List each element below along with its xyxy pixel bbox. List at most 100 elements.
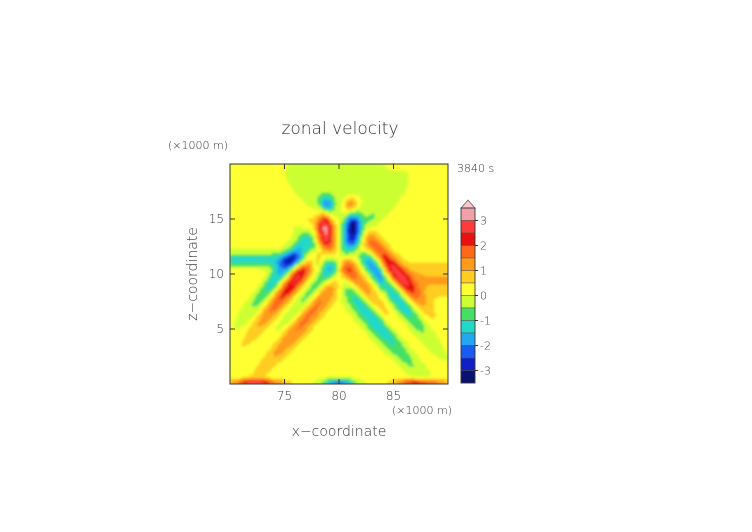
field-cell xyxy=(237,210,241,213)
field-cell xyxy=(289,364,293,367)
field-cell xyxy=(251,226,255,229)
field-cell xyxy=(251,296,255,299)
field-cell xyxy=(285,228,289,231)
field-cell xyxy=(233,374,237,377)
field-cell xyxy=(279,346,283,349)
field-cell xyxy=(289,312,293,315)
field-cell xyxy=(295,174,298,177)
field-cell xyxy=(295,248,298,251)
field-cell xyxy=(253,188,257,191)
field-cell xyxy=(255,214,259,217)
field-cell xyxy=(259,224,263,227)
field-cell xyxy=(230,180,233,183)
field-cell xyxy=(269,168,273,171)
field-cell xyxy=(265,342,269,345)
field-cell xyxy=(279,168,283,171)
field-cell xyxy=(289,288,293,291)
field-cell xyxy=(239,220,243,223)
field-cell xyxy=(239,378,243,381)
field-cell xyxy=(261,238,265,241)
field-cell xyxy=(261,292,265,295)
field-cell xyxy=(267,376,271,379)
field-cell xyxy=(253,278,257,281)
field-cell xyxy=(253,304,257,307)
field-cell xyxy=(259,372,263,375)
field-cell xyxy=(295,304,298,307)
field-cell xyxy=(247,358,251,361)
field-cell xyxy=(269,164,273,167)
field-cell xyxy=(283,202,287,205)
field-cell xyxy=(277,268,281,271)
field-cell xyxy=(253,166,257,169)
field-cell xyxy=(287,256,291,259)
field-cell xyxy=(237,184,241,187)
field-cell xyxy=(269,262,273,265)
field-cell xyxy=(261,224,265,227)
field-cell xyxy=(279,296,283,299)
field-cell xyxy=(251,272,255,275)
field-cell xyxy=(251,312,255,315)
field-cell xyxy=(291,360,295,363)
field-cell xyxy=(273,290,277,293)
field-cell xyxy=(275,274,279,277)
field-cell xyxy=(291,246,295,249)
field-cell xyxy=(231,380,235,383)
field-cell xyxy=(237,338,241,341)
field-cell xyxy=(265,334,269,337)
field-cell xyxy=(297,188,300,191)
field-cell xyxy=(279,216,283,219)
field-cell xyxy=(237,354,241,357)
field-cell xyxy=(259,272,263,275)
field-cell xyxy=(295,246,298,249)
field-cell xyxy=(291,286,295,289)
field-cell xyxy=(291,270,295,273)
field-cell xyxy=(277,292,281,295)
field-cell xyxy=(299,226,302,229)
field-cell xyxy=(230,166,233,169)
field-cell xyxy=(301,354,304,357)
field-cell xyxy=(293,292,296,295)
field-cell xyxy=(241,314,245,317)
field-cell xyxy=(303,284,306,287)
field-cell xyxy=(237,306,241,309)
field-cell xyxy=(299,324,302,327)
field-cell xyxy=(269,268,273,271)
field-cell xyxy=(289,174,293,177)
field-cell xyxy=(235,274,239,277)
field-cell xyxy=(255,272,259,275)
field-cell xyxy=(283,222,287,225)
field-cell xyxy=(265,238,269,241)
field-cell xyxy=(247,306,251,309)
field-cell xyxy=(253,352,257,355)
field-cell xyxy=(283,322,287,325)
field-cell xyxy=(233,284,237,287)
field-cell xyxy=(241,334,245,337)
field-cell xyxy=(297,276,300,279)
field-cell xyxy=(279,334,283,337)
field-cell xyxy=(255,310,259,313)
field-cell xyxy=(271,382,275,384)
field-cell xyxy=(249,316,253,319)
field-cell xyxy=(251,308,255,311)
field-cell xyxy=(243,326,247,329)
field-cell xyxy=(247,316,251,319)
field-cell xyxy=(255,222,259,225)
field-cell xyxy=(251,372,255,375)
field-cell xyxy=(263,316,267,319)
field-cell xyxy=(235,180,239,183)
field-cell xyxy=(243,280,247,283)
field-cell xyxy=(273,338,277,341)
field-cell xyxy=(245,188,249,191)
field-cell xyxy=(297,202,300,205)
field-cell xyxy=(243,186,247,189)
field-cell xyxy=(235,178,239,181)
field-cell xyxy=(279,284,283,287)
field-cell xyxy=(283,278,287,281)
field-cell xyxy=(303,234,306,237)
field-cell xyxy=(271,174,275,177)
field-cell xyxy=(257,284,261,287)
field-cell xyxy=(279,276,283,279)
field-cell xyxy=(235,328,239,331)
field-cell xyxy=(245,320,249,323)
field-cell xyxy=(269,266,273,269)
